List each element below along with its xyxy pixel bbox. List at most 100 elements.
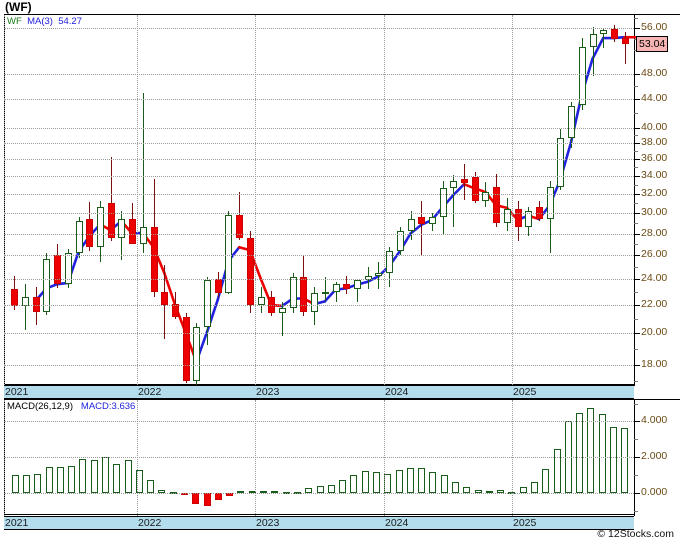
candle-body — [333, 284, 340, 292]
candle-body — [311, 293, 318, 312]
macd-histogram-bar — [328, 485, 335, 493]
price-gridline-h-18 — [4, 365, 634, 366]
macd-axis-label-4: 4.000 — [641, 414, 668, 426]
price-tick-44 — [634, 99, 640, 100]
price-x-label-2023: 2023 — [256, 386, 280, 398]
macd-minor-tick — [634, 511, 638, 512]
macd-legend-name: MACD(26,12,9) — [7, 401, 73, 412]
price-axis-label-36: 36.00 — [641, 152, 668, 164]
macd-histogram-bar — [542, 469, 549, 493]
candle-body — [472, 177, 479, 201]
price-minor-tick-46 — [634, 86, 638, 87]
price-gridline-h-32 — [4, 194, 634, 195]
price-axis-label-18: 18.00 — [641, 358, 668, 370]
macd-histogram-bar — [441, 475, 448, 493]
macd-gridline-h-0 — [4, 493, 634, 494]
price-axis-label-40: 40.00 — [641, 121, 668, 133]
price-tick-26 — [634, 255, 640, 256]
candle-body — [236, 215, 243, 238]
candle-wick — [357, 279, 358, 302]
macd-histogram-bar — [317, 486, 324, 493]
macd-minor-tick — [634, 475, 638, 476]
price-minor-tick-31 — [634, 203, 638, 204]
price-gridline-h-36 — [4, 159, 634, 160]
candle-body — [279, 308, 286, 313]
macd-histogram-bar — [520, 487, 527, 493]
macd-legend: MACD(26,12,9) MACD:3.636 — [7, 401, 135, 412]
macd-histogram-bar — [260, 491, 267, 493]
candle-body — [118, 219, 125, 238]
candle-body — [397, 231, 404, 251]
price-axis-line — [634, 14, 635, 386]
price-gridline-v-2024 — [384, 15, 385, 385]
candle-body — [97, 207, 104, 247]
candle-body — [43, 259, 50, 312]
candle-body — [461, 179, 468, 183]
macd-histogram-bar — [339, 480, 346, 493]
candle-body — [343, 284, 350, 289]
price-axis-label-22: 22.00 — [641, 298, 668, 310]
candle-body — [440, 188, 447, 217]
price-tick-28 — [634, 234, 640, 235]
macd-gridline-v-2023 — [255, 400, 256, 516]
macd-gridline-v-2025 — [512, 400, 513, 516]
macd-tick-0 — [634, 493, 640, 494]
candle-body — [86, 219, 93, 247]
macd-histogram-bar — [554, 449, 561, 493]
candle-body — [183, 317, 190, 381]
price-tick-30 — [634, 213, 640, 214]
candle-body — [568, 106, 575, 138]
price-x-label-2021: 2021 — [5, 386, 29, 398]
candle-wick — [143, 93, 144, 253]
macd-histogram-bar — [113, 464, 120, 493]
price-x-axis-date-strip: 2021 2022 2023 2024 2025 — [4, 385, 634, 399]
candle-body — [172, 304, 179, 317]
macd-histogram-bar — [486, 491, 493, 493]
price-minor-tick-37 — [634, 151, 638, 152]
price-minor-tick-27 — [634, 244, 638, 245]
macd-histogram-bar — [79, 459, 86, 493]
price-gridline-h-28 — [4, 234, 634, 235]
price-minor-tick-19 — [634, 349, 638, 350]
price-tick-56 — [634, 28, 640, 29]
price-axis-label-56: 56.00 — [641, 21, 668, 33]
price-gridline-h-24 — [4, 279, 634, 280]
candle-body — [418, 217, 425, 224]
macd-minor-tick — [634, 404, 638, 405]
legend-ma-value: 54.27 — [58, 16, 82, 27]
macd-histogram-bar — [215, 493, 222, 500]
price-x-label-2025: 2025 — [513, 386, 537, 398]
candle-wick — [625, 32, 626, 64]
price-axis-label-38: 38.00 — [641, 136, 668, 148]
price-legend: WF MA(3) 54.27 — [7, 16, 82, 27]
candle-body — [590, 34, 597, 47]
candle-body — [33, 297, 40, 312]
price-minor-tick-42 — [634, 113, 638, 114]
macd-tick-4 — [634, 421, 640, 422]
price-tick-24 — [634, 279, 640, 280]
candle-body — [493, 187, 500, 223]
macd-legend-value: MACD:3.636 — [80, 401, 136, 412]
macd-histogram-bar — [102, 457, 109, 493]
candle-body — [429, 217, 436, 224]
macd-histogram-bar — [125, 460, 132, 493]
price-gridline-v-2025 — [512, 15, 513, 385]
macd-histogram-bar — [271, 491, 278, 493]
candle-wick — [25, 284, 26, 330]
price-gridline-h-20 — [4, 333, 634, 334]
macd-histogram-bar — [12, 475, 19, 493]
price-minor-tick-29 — [634, 223, 638, 224]
price-tick-32 — [634, 194, 640, 195]
watermark: © 12Stocks.com — [597, 528, 674, 540]
macd-histogram-bar — [463, 487, 470, 493]
candle-body — [193, 327, 200, 381]
macd-histogram-bar — [373, 472, 380, 493]
last-price-tag: 53.04 — [636, 36, 669, 52]
macd-x-label-2025: 2025 — [513, 517, 537, 529]
candle-body — [204, 280, 211, 327]
candle-body — [258, 297, 265, 305]
price-axis-label-48: 48.00 — [641, 67, 668, 79]
macd-x-axis-date-strip: 2021 2022 2023 2024 2025 — [4, 516, 634, 530]
candle-body — [247, 238, 254, 305]
price-minor-tick-23 — [634, 292, 638, 293]
